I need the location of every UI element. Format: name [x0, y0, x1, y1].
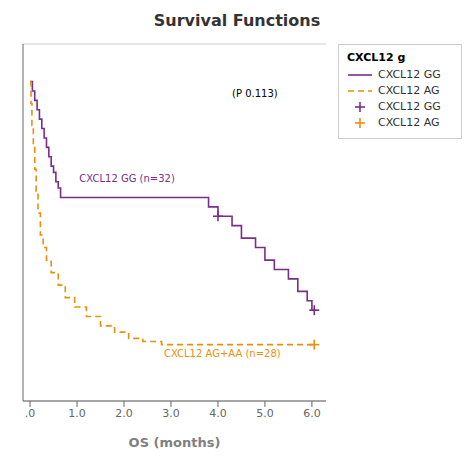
svg-text:CXCL12 GG (n=32): CXCL12 GG (n=32) [79, 173, 175, 184]
svg-text:5.0: 5.0 [256, 407, 274, 420]
html-text:CXCL12 GG: CXCL12 GG [378, 68, 441, 81]
svg-text:CXCL12 AG+AA (n=28): CXCL12 AG+AA (n=28) [164, 348, 281, 359]
svg-text:(P 0.113): (P 0.113) [232, 88, 278, 99]
svg-text:3.0: 3.0 [162, 407, 180, 420]
svg-text:.0: .0 [25, 407, 36, 420]
html-text:CXCL12 AG: CXCL12 AG [378, 116, 440, 129]
svg-text:6.0: 6.0 [303, 407, 321, 420]
svg-text:4.0: 4.0 [209, 407, 227, 420]
html-text:CXCL12 g: CXCL12 g [347, 51, 406, 64]
svg-text:1.0: 1.0 [68, 407, 86, 420]
html-text:Survival Functions: Survival Functions [153, 11, 321, 30]
html-text:CXCL12 AG: CXCL12 AG [378, 84, 440, 97]
svg-text:2.0: 2.0 [115, 407, 133, 420]
html-text:CXCL12 GG: CXCL12 GG [378, 100, 441, 113]
svg-text:OS (months): OS (months) [129, 435, 221, 450]
